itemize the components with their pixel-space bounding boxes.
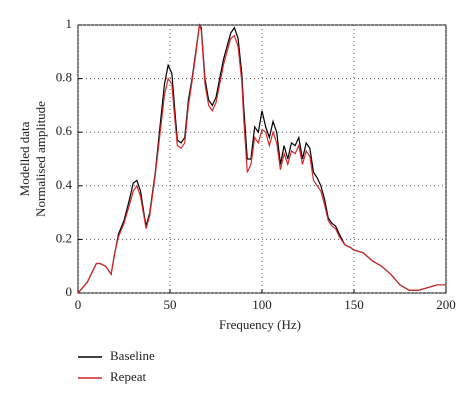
- y-tick-label: 1: [66, 16, 73, 31]
- legend-label: Repeat: [110, 369, 146, 384]
- x-tick-label: 100: [252, 297, 272, 312]
- y-tick-label: 0.8: [56, 70, 72, 85]
- y-axis-label: Normalised amplitude: [33, 101, 48, 217]
- y-axis-label: Modelled data: [17, 121, 32, 196]
- x-tick-label: 50: [164, 297, 177, 312]
- x-tick-label: 0: [75, 297, 82, 312]
- x-tick-label: 150: [344, 297, 364, 312]
- y-tick-label: 0.6: [56, 123, 73, 138]
- x-tick-label: 200: [436, 297, 456, 312]
- data-line: [77, 24, 446, 294]
- y-tick-label: 0.4: [56, 177, 73, 192]
- y-tick-label: 0.2: [56, 230, 72, 245]
- y-tick-label: 0: [66, 284, 73, 299]
- legend-label: Baseline: [110, 348, 155, 363]
- x-axis-label: Frequency (Hz): [219, 317, 301, 332]
